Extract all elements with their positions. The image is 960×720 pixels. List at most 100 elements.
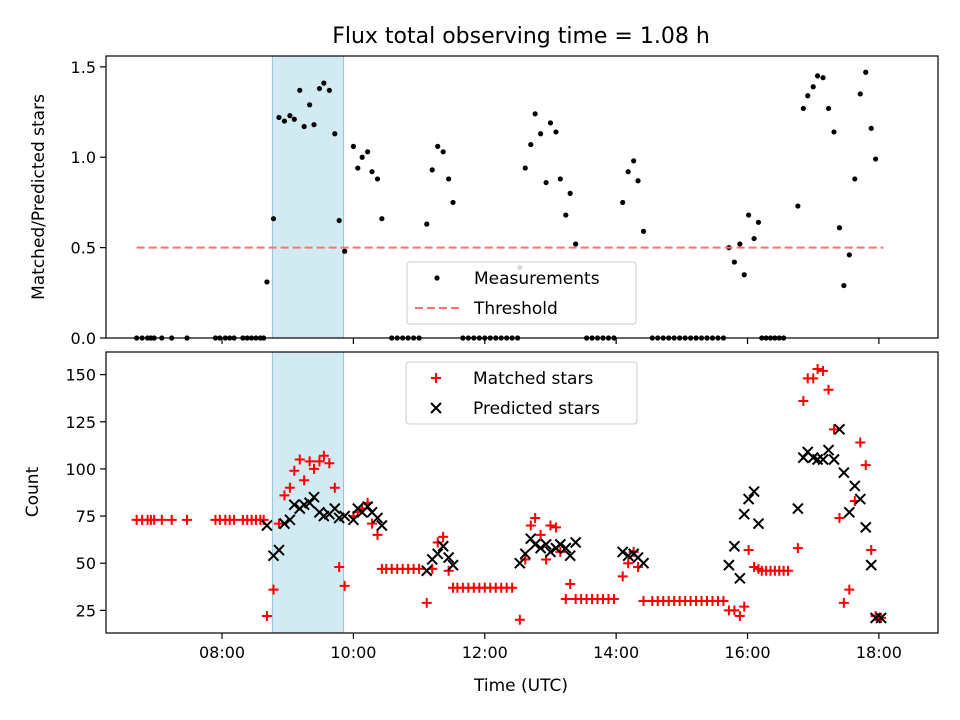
measurement-point [800,105,806,112]
measurement-point [640,228,647,234]
measurement-point [755,219,762,225]
matched-star-point [838,597,849,608]
measurement-point [435,143,441,149]
measurement-point [307,102,313,108]
matched-star-point [314,456,325,467]
matched-star-point [823,384,834,395]
measurement-point [350,143,357,149]
matched-star-point [329,482,340,493]
matched-star-point [565,578,576,589]
predicted-star-point [849,480,861,492]
matched-star-point [438,531,449,542]
count-y-axis-label: Count [23,466,43,517]
matched-star-point [860,460,871,471]
matched-star-point [530,512,541,523]
measurement-point [852,176,858,182]
predicted-star-point [817,453,829,466]
measurement-point [557,176,563,182]
matched-star-point [608,594,619,605]
measurement-point [321,80,327,86]
matched-star-point [182,514,193,525]
legend-box [405,361,638,425]
matched-star-point [792,543,803,554]
x-tick-label: 18:00 [856,643,902,662]
measurement-point [359,154,365,160]
legend-label: Matched stars [473,369,593,389]
predicted-star-point [261,519,273,532]
predicted-star-point [284,514,296,526]
count-y-tick-label: 75 [76,507,96,526]
matched-star-point [808,373,819,384]
matched-star-point [812,363,823,374]
matched-star-point [339,580,350,591]
matched-star-point [520,554,531,565]
matched-star-point [535,529,546,540]
matched-star-point [324,458,335,469]
matched-star-point [866,545,877,556]
matched-star-point [855,437,866,448]
measurement-point [281,118,288,124]
measurement-point [365,149,371,155]
matched-star-point [617,571,628,582]
measurement-point [741,272,747,278]
matched-star-point [829,424,839,435]
matched-star-point [229,514,240,525]
measurement-point [553,129,559,135]
x-tick-label: 12:00 [462,643,508,662]
predicted-star-point [273,544,285,556]
ratio-y-tick-label: 1.0 [71,148,96,167]
matched-star-point [166,514,177,525]
measurement-point [429,167,435,173]
matched-star-point [284,482,295,493]
matched-star-point [818,365,829,376]
matched-star-point [734,611,745,622]
predicted-star-point [514,557,526,569]
predicted-star-point [371,512,384,524]
matched-star-point [309,463,319,474]
predicted-star-point [529,538,541,551]
measurement-point [620,199,626,206]
predicted-star-point [728,540,741,552]
measurement-point [841,282,847,289]
matched-star-point [638,595,649,606]
matched-star-point [289,465,300,476]
ratio-legend: Measurements Threshold [406,261,637,325]
measurement-point [795,203,801,209]
matched-star-point [372,529,383,540]
count-panel: 25 50 75 100 125 150 08:00 10:00 12:00 14:00 16:00… [65,351,939,662]
x-tick-label: 10:00 [330,643,376,662]
predicted-star-point [554,538,567,551]
matched-star-point [421,597,432,608]
predicted-star-point [617,546,629,558]
measurement-point [831,129,837,135]
predicted-star-point [544,546,557,558]
predicted-star-point [838,466,850,479]
measurement-point [355,165,361,171]
matched-star-point [318,450,329,461]
legend-measurement-swatch [434,275,440,281]
measurement-point [863,69,869,75]
x-tick-label: 14:00 [593,643,639,662]
count-y-tick-label: 100 [65,460,96,479]
measurement-point [301,123,307,130]
ratio-y-tick-label: 1.5 [71,58,96,77]
predicted-star-point [738,508,750,520]
predicted-star-point [278,517,291,530]
matched-star-point [628,546,639,557]
measurement-point [836,225,843,231]
measurement-point [625,169,631,175]
predicted-star-point [822,444,835,456]
measurement-point [379,216,385,222]
predicted-star-point [875,612,887,624]
ratio-y-tick-label: 0.5 [71,239,96,258]
ratio-highlight-span [271,55,345,339]
matched-star-point [739,601,750,612]
matched-star-point [261,611,272,622]
matched-star-point [798,396,809,407]
legend-box [406,261,637,325]
predicted-star-point [534,542,547,554]
matched-star-point [414,563,425,574]
predicted-star-point [437,540,449,552]
legend-label: Threshold [473,299,558,319]
measurement-point [316,85,323,92]
